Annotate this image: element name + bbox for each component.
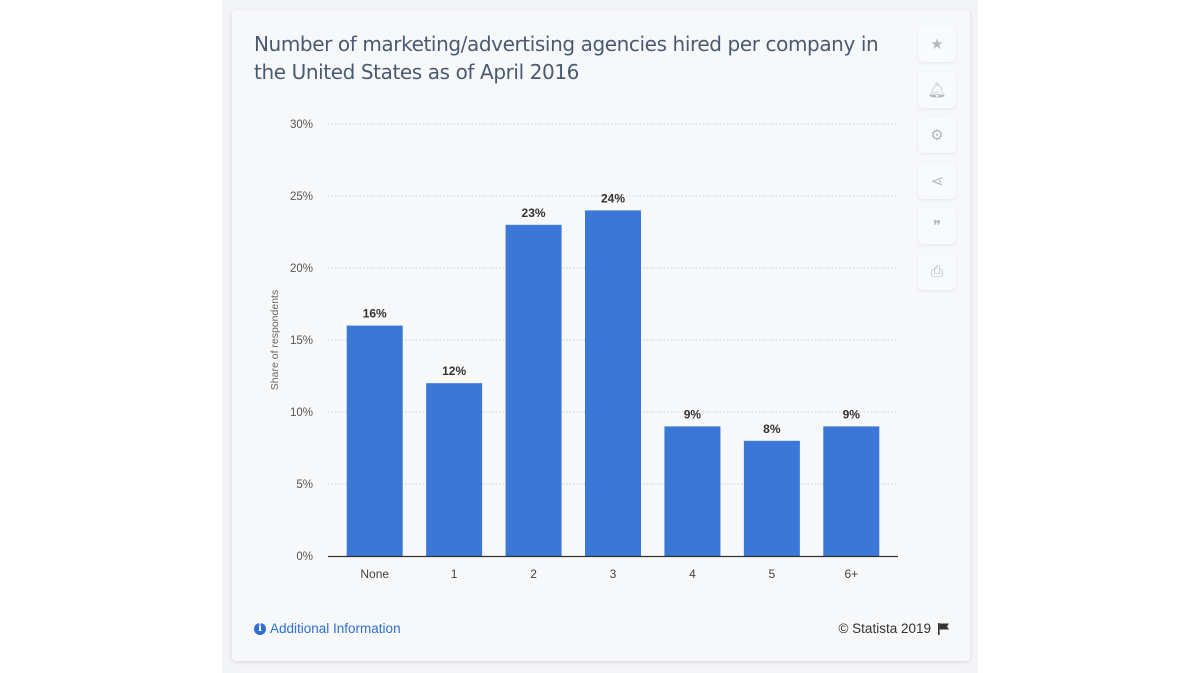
flag-icon[interactable] [937, 622, 950, 635]
x-tick-label: 4 [689, 567, 696, 581]
y-tick-label: 5% [296, 479, 313, 491]
quote-icon: ❞ [932, 218, 942, 235]
additional-information-link[interactable]: i Additional Information [254, 621, 401, 636]
chart-title: Number of marketing/advertising agencies… [254, 32, 879, 84]
print-icon: ⎙ [930, 263, 943, 280]
x-tick-label: 2 [530, 567, 537, 581]
toolbar: ★ 🔔︎ ⚙ ⋖ ❞ ⎙ [918, 26, 956, 299]
bar-3[interactable] [585, 210, 641, 556]
data-label: 24% [601, 191, 625, 205]
data-label: 12% [442, 364, 466, 378]
star-icon: ★ [930, 36, 944, 53]
info-icon: i [254, 622, 266, 635]
share-icon: ⋖ [930, 172, 944, 190]
copyright: © Statista 2019 [838, 621, 950, 636]
bar-1[interactable] [426, 383, 483, 556]
y-tick-label: 20% [290, 263, 313, 275]
bell-icon: 🔔︎ [927, 81, 947, 99]
quote-button[interactable]: ❞ [918, 208, 956, 244]
share-button[interactable]: ⋖ [918, 162, 956, 199]
bell-button[interactable]: 🔔︎ [918, 71, 956, 108]
gear-icon: ⚙ [930, 127, 944, 144]
copyright-text: © Statista 2019 [838, 621, 931, 636]
x-tick-label: 3 [610, 567, 617, 581]
bar-6+[interactable] [823, 426, 880, 556]
x-tick-label: None [360, 567, 389, 581]
bar-None[interactable] [346, 325, 403, 556]
data-label: 9% [843, 407, 861, 421]
y-axis-label: Share of respondents [269, 290, 281, 390]
bar-4[interactable] [664, 426, 721, 556]
bar-5[interactable] [743, 440, 800, 556]
x-tick-label: 6+ [844, 567, 858, 581]
y-tick-label: 15% [290, 335, 313, 347]
star-button[interactable]: ★ [918, 26, 956, 62]
data-label: 9% [684, 407, 702, 421]
x-tick-label: 1 [451, 567, 458, 581]
y-tick-label: 25% [290, 191, 313, 203]
gear-button[interactable]: ⚙ [918, 117, 956, 153]
data-label: 16% [363, 307, 387, 321]
data-label: 23% [522, 206, 546, 220]
bar-2[interactable] [505, 224, 562, 557]
y-tick-label: 30% [290, 119, 313, 131]
y-tick-label: 0% [296, 551, 313, 563]
x-tick-label: 5 [769, 567, 776, 581]
additional-information-label: Additional Information [270, 621, 401, 636]
print-button[interactable]: ⎙ [918, 253, 956, 290]
y-tick-label: 10% [290, 407, 313, 419]
data-label: 8% [763, 422, 781, 436]
